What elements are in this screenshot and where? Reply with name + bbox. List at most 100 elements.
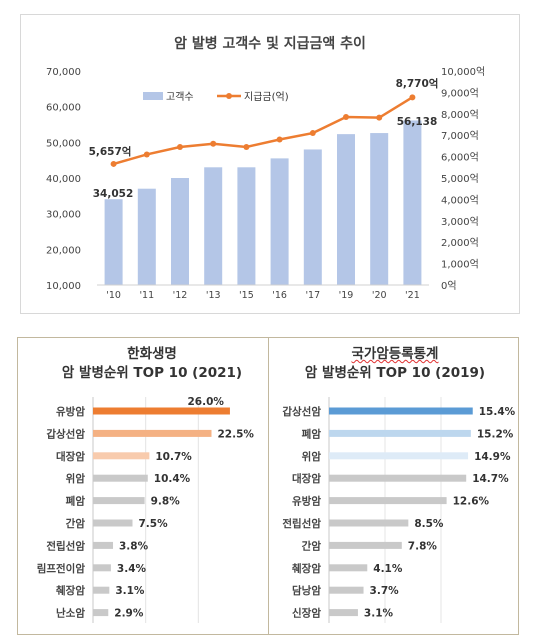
y-right-tick-label: 5,000억: [441, 173, 479, 185]
category-label: 췌장암: [292, 562, 321, 575]
trend-chart-panel: 암 발병 고객수 및 지급금액 추이 10,000 20,000 30,000 40,…: [20, 14, 520, 314]
bar-label-first: 34,052: [93, 188, 134, 200]
category-label: 췌장암: [56, 584, 85, 597]
y-right-tick-label: 2,000억: [441, 237, 479, 249]
value-label: 3.7%: [370, 585, 400, 597]
category-label: 폐암: [302, 427, 322, 440]
rank-bar: [329, 541, 402, 549]
trend-chart-title: 암 발병 고객수 및 지급금액 추이: [174, 35, 366, 52]
right-ranking-title-line2: 암 발병순위 TOP 10 (2019): [304, 365, 486, 381]
x-tick-label: '17: [305, 290, 320, 301]
category-label: 난소암: [56, 607, 85, 620]
rank-bar: [93, 541, 114, 549]
category-label: 림프전이암: [37, 562, 86, 575]
payout-point: [110, 160, 117, 167]
category-label: 폐암: [66, 495, 86, 508]
value-label: 26.0%: [187, 396, 224, 408]
value-label: 4.1%: [373, 563, 403, 575]
value-label: 8.5%: [414, 518, 444, 530]
y-left-tick-label: 40,000: [46, 174, 81, 185]
y-left-tick-label: 60,000: [46, 103, 81, 114]
category-label: 유방암: [56, 405, 85, 418]
y-right-tick-label: 6,000억: [441, 152, 479, 164]
legend-label-bar: 고객수: [166, 91, 194, 103]
y-left-tick-label: 10,000: [46, 281, 81, 292]
rank-bar: [329, 429, 471, 437]
value-label: 3.1%: [364, 608, 394, 620]
value-label: 15.4%: [479, 406, 516, 418]
y-left-tick-label: 30,000: [46, 210, 81, 221]
x-tick-label: '10: [106, 290, 121, 301]
payout-point: [177, 143, 183, 150]
legend-label-line: 지급금(억): [244, 91, 289, 103]
value-label: 10.4%: [154, 473, 191, 485]
rank-bar: [329, 474, 467, 482]
category-label: 대장암: [56, 450, 85, 463]
rank-bar: [93, 519, 133, 527]
x-tick-label: '16: [272, 290, 287, 301]
right-ranking-chart: 갑상선암 15.4% 폐암 15.2% 위암 14.9% 대장암 14.7% 유방암 12.6% 전…: [282, 397, 516, 623]
value-label: 2.9%: [114, 608, 144, 620]
value-label: 3.8%: [119, 540, 149, 552]
rank-bar: [329, 564, 368, 572]
line-label-first: 5,657억: [89, 146, 132, 158]
customer-bar: [337, 134, 355, 285]
rank-bar: [93, 586, 110, 594]
payout-point: [143, 151, 150, 158]
line-label-last: 8,770억: [396, 78, 439, 90]
x-tick-label: '20: [372, 290, 387, 301]
right-ranking-title-line1: 국가암등록통계: [351, 346, 439, 362]
category-label: 갑상선암: [46, 427, 85, 440]
legend-swatch-bar: [143, 92, 163, 100]
x-tick-label: '12: [173, 290, 188, 301]
rank-bar: [329, 452, 469, 460]
x-tick-label: '13: [206, 290, 221, 301]
y-right-tick-label: 0억: [441, 280, 457, 292]
customer-bar: [171, 178, 189, 285]
customer-bar: [237, 167, 256, 285]
x-tick-label: '15: [239, 290, 254, 301]
rank-bar: [329, 586, 364, 594]
category-label: 위암: [66, 472, 86, 485]
value-label: 3.4%: [117, 563, 147, 575]
x-tick-label: '19: [339, 290, 354, 301]
rank-bar: [329, 609, 358, 617]
left-ranking-chart: 유방암 26.0% 갑상선암 22.5% 대장암 10.7% 위암 10.4% 폐암 9.8% 간암…: [37, 396, 254, 623]
y-right-tick-label: 10,000억: [441, 66, 485, 78]
legend-swatch-marker: [226, 93, 232, 99]
customer-bar: [137, 188, 156, 285]
rank-bar: [93, 474, 148, 482]
category-label: 전립선암: [46, 539, 85, 552]
y-right-tick-label: 1,000억: [441, 259, 479, 271]
rank-bar: [93, 429, 212, 437]
customer-bar: [370, 133, 389, 285]
x-tick-label: '21: [405, 290, 420, 301]
value-label: 7.8%: [408, 540, 438, 552]
y-left-tick-label: 70,000: [46, 67, 81, 78]
payout-point: [309, 130, 316, 137]
rank-bar: [93, 452, 150, 460]
rank-bar: [329, 519, 409, 527]
value-label: 15.2%: [477, 428, 514, 440]
value-label: 7.5%: [139, 518, 169, 530]
rank-bar: [329, 407, 473, 415]
x-tick-label: '11: [139, 290, 154, 301]
left-ranking-title-line2: 암 발병순위 TOP 10 (2021): [61, 365, 243, 381]
payout-point: [276, 136, 283, 143]
category-label: 위암: [302, 450, 322, 463]
left-ranking-title: 한화생명 암 발병순위 TOP 10 (2021): [37, 345, 267, 383]
rank-bar: [329, 497, 447, 505]
value-label: 10.7%: [155, 451, 192, 463]
payout-point: [243, 143, 250, 150]
legend: 고객수 지급금(억): [143, 91, 289, 103]
y-left-tick-label: 50,000: [46, 138, 81, 149]
payout-point: [343, 114, 349, 121]
y-right-tick-label: 7,000억: [441, 130, 479, 142]
value-label: 14.7%: [472, 473, 509, 485]
payout-point: [376, 114, 383, 121]
value-label: 12.6%: [453, 496, 490, 508]
rank-bar: [93, 497, 145, 505]
category-label: 유방암: [292, 495, 321, 508]
customer-bar: [270, 158, 289, 285]
category-label: 대장암: [292, 472, 321, 485]
